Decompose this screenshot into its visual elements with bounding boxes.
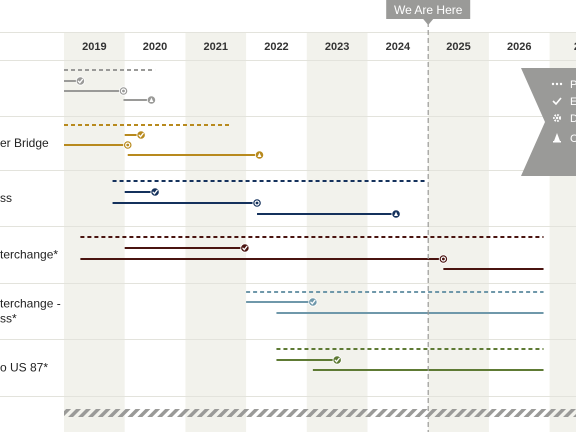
gear-icon bbox=[125, 142, 131, 148]
legend-panel bbox=[521, 68, 576, 176]
hatched-bar bbox=[64, 409, 576, 417]
year-label-2021: 2021 bbox=[204, 41, 228, 53]
gear-icon bbox=[120, 88, 127, 94]
project-name: o US 87* bbox=[0, 361, 48, 375]
year-label-20: 20 bbox=[574, 41, 576, 53]
milestone-check-marker bbox=[240, 243, 250, 253]
year-label-2022: 2022 bbox=[264, 41, 288, 53]
milestone-gear-marker bbox=[252, 198, 262, 208]
milestone-cone-marker bbox=[391, 209, 401, 219]
project-name: ss bbox=[0, 191, 12, 205]
gear-icon bbox=[440, 256, 446, 262]
year-label-2025: 2025 bbox=[446, 41, 470, 53]
milestone-check-marker bbox=[332, 355, 342, 365]
today-label-pointer bbox=[423, 19, 434, 25]
milestone-check-marker bbox=[136, 130, 146, 140]
column-band-2019 bbox=[64, 32, 125, 432]
check-icon bbox=[334, 357, 340, 363]
milestone-check-marker bbox=[308, 297, 318, 307]
milestone-gear-marker bbox=[438, 254, 448, 264]
check-icon bbox=[242, 245, 248, 251]
legend-label-dots: P bbox=[570, 79, 576, 91]
project-name: terchange - bbox=[0, 297, 61, 311]
milestone-check-marker bbox=[75, 76, 85, 86]
project-name: terchange* bbox=[0, 248, 58, 262]
column-band-2023 bbox=[306, 32, 368, 432]
year-label-2024: 2024 bbox=[386, 41, 411, 53]
year-label-2026: 2026 bbox=[507, 41, 531, 53]
milestone-gear-marker bbox=[118, 86, 129, 96]
check-icon bbox=[310, 299, 316, 305]
today-label-box bbox=[386, 0, 471, 19]
milestone-check-marker bbox=[150, 187, 160, 197]
year-label-2019: 2019 bbox=[82, 41, 106, 53]
check-icon bbox=[152, 189, 158, 195]
cone-icon bbox=[257, 152, 262, 157]
today-label: We Are Here bbox=[394, 3, 463, 17]
legend-label-gear: D bbox=[570, 113, 576, 125]
cone-icon bbox=[149, 97, 154, 102]
milestone-gear-marker bbox=[123, 140, 133, 150]
legend-label-check: E bbox=[570, 96, 576, 108]
check-icon bbox=[77, 78, 84, 84]
year-label-2020: 2020 bbox=[143, 41, 167, 53]
column-band-2021 bbox=[185, 32, 247, 432]
year-label-2023: 2023 bbox=[325, 41, 349, 53]
project-name: ss* bbox=[0, 312, 17, 326]
gear-icon bbox=[254, 200, 260, 206]
milestone-cone-marker bbox=[146, 95, 157, 105]
column-band-2025 bbox=[428, 32, 489, 432]
cone-icon bbox=[394, 211, 399, 216]
project-name: er Bridge bbox=[0, 136, 49, 150]
milestone-cone-marker bbox=[254, 150, 265, 160]
check-icon bbox=[138, 132, 144, 138]
legend-label-cone: C bbox=[570, 133, 576, 145]
